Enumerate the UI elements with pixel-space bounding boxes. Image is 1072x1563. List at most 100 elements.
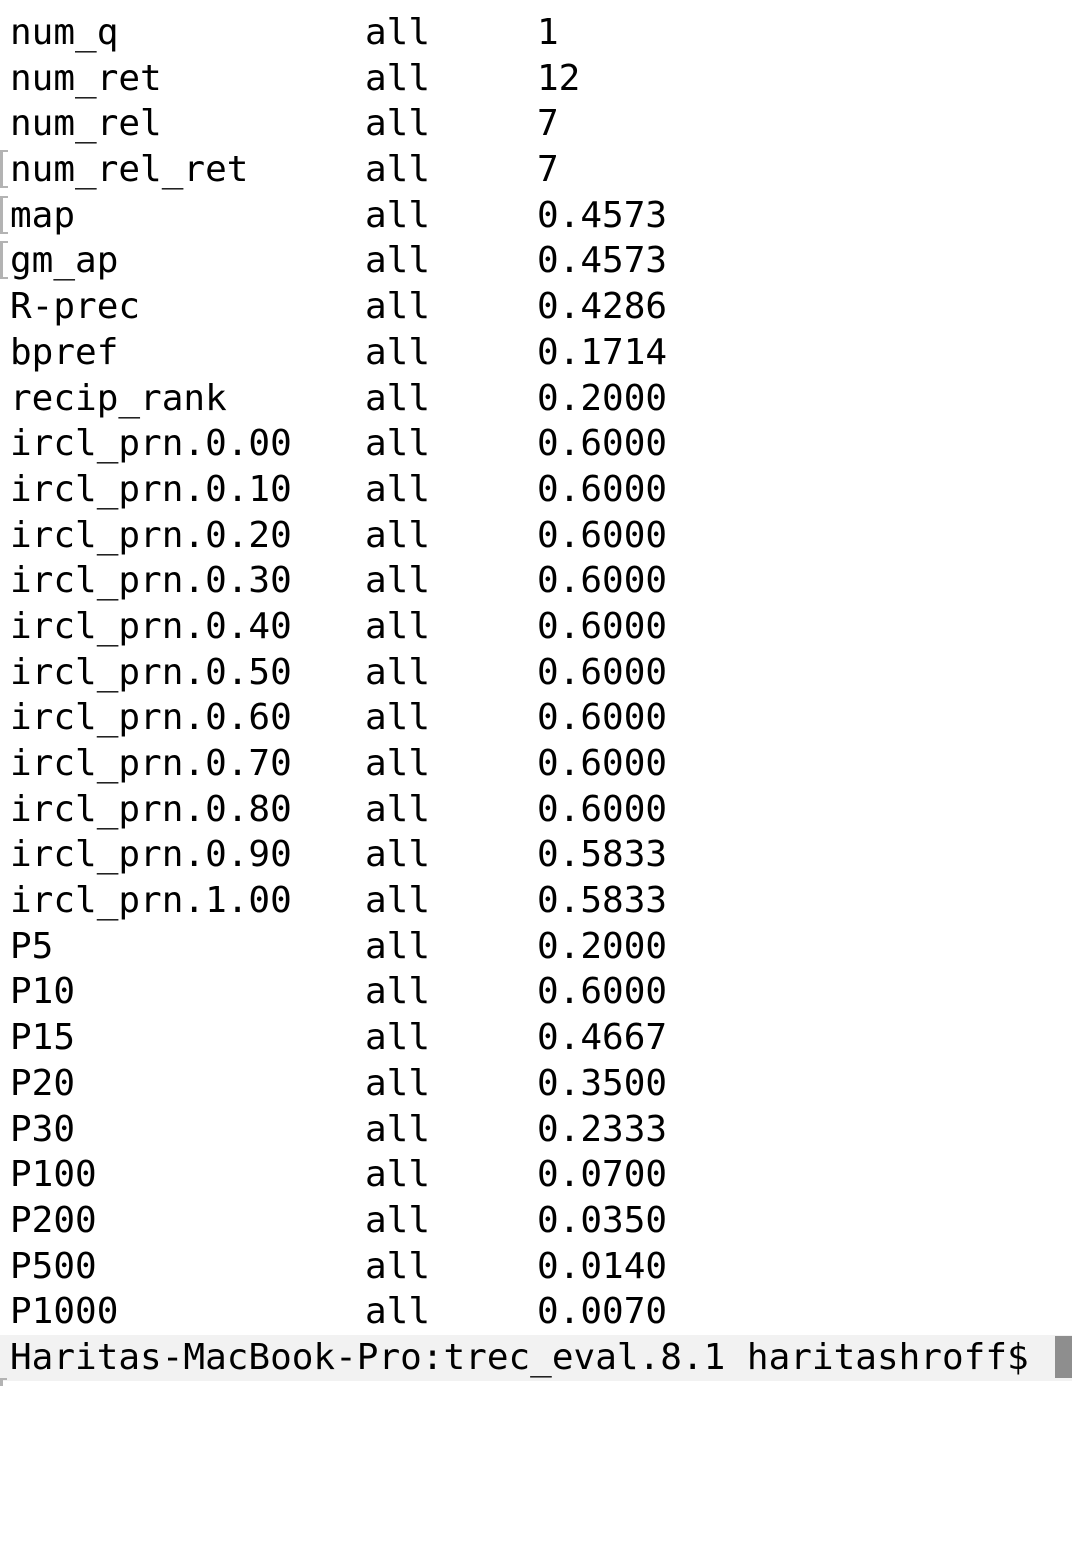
metric-value: 0.6000 (537, 651, 668, 693)
metric-name: P500 (10, 1245, 97, 1287)
metric-value: 0.6000 (537, 697, 668, 739)
metric-name: recip_rank (10, 377, 227, 419)
metric-row: ircl_prn.1.00 all 0.5833 (0, 878, 1072, 924)
metric-scope: all (365, 103, 431, 145)
metric-row: R-prec all 0.4286 (0, 284, 1072, 330)
metric-name: P5 (10, 925, 54, 967)
metric-row: P5 all 0.2000 (0, 924, 1072, 970)
metric-name: P100 (10, 1154, 97, 1196)
bottom-left-bracket-artifact (0, 1378, 7, 1386)
metric-value: 0.6000 (537, 788, 668, 830)
metric-scope: all (365, 560, 431, 602)
metric-row: ircl_prn.0.50 all 0.6000 (0, 650, 1072, 696)
metric-scope: all (365, 331, 431, 373)
metric-name: ircl_prn.0.70 (10, 743, 292, 784)
metric-name: num_ret (10, 57, 162, 99)
metric-scope: all (365, 925, 431, 967)
metric-scope: all (365, 605, 431, 647)
metric-name: num_rel_ret (10, 149, 249, 191)
metric-value: 0.2000 (537, 925, 668, 967)
metric-name: P10 (10, 971, 76, 1013)
metric-row: gm_ap all 0.4573 (0, 238, 1072, 284)
metric-scope: all (365, 1199, 431, 1241)
metric-name: ircl_prn.0.50 (10, 651, 292, 693)
metric-scope: all (365, 1291, 431, 1333)
metric-row: recip_rank all 0.2000 (0, 376, 1072, 422)
metric-scope: all (365, 651, 431, 693)
metric-scope: all (365, 194, 431, 236)
metric-scope: all (365, 468, 431, 510)
metric-value: 0.6000 (537, 560, 668, 602)
metric-name: P30 (10, 1108, 76, 1150)
metric-value: 0.2000 (537, 377, 668, 419)
metric-value: 0.6000 (537, 971, 668, 1013)
metric-row: ircl_prn.0.00 all 0.6000 (0, 421, 1072, 467)
metric-row: ircl_prn.0.20 all 0.6000 (0, 513, 1072, 559)
metric-row: num_q all 1 (0, 10, 1072, 56)
metric-name: num_q (10, 12, 119, 53)
metric-name: P15 (10, 1017, 76, 1059)
metric-value: 0.4286 (537, 286, 668, 328)
metric-row: bpref all 0.1714 (0, 330, 1072, 376)
metric-scope: all (365, 423, 431, 465)
left-bracket-artifact (0, 150, 8, 189)
metric-scope: all (365, 1154, 431, 1196)
metric-row: P20 all 0.3500 (0, 1061, 1072, 1107)
metric-name: ircl_prn.0.20 (10, 514, 292, 556)
metric-scope: all (365, 12, 431, 53)
shell-prompt: Haritas-MacBook-Pro:trec_eval.8.1 harita… (10, 1336, 1029, 1378)
metric-scope: all (365, 149, 431, 191)
metric-scope: all (365, 1062, 431, 1104)
metric-scope: all (365, 743, 431, 784)
metric-row: ircl_prn.0.70 all 0.6000 (0, 741, 1072, 787)
metric-value: 0.4667 (537, 1017, 668, 1059)
metric-value: 0.2333 (537, 1108, 668, 1150)
metric-row: P1000 all 0.0070 (0, 1289, 1072, 1335)
metric-name: ircl_prn.0.80 (10, 788, 292, 830)
metric-value: 0.6000 (537, 605, 668, 647)
metric-name: ircl_prn.0.60 (10, 697, 292, 739)
metric-row: num_rel_ret all 7 (0, 147, 1072, 193)
metric-row: ircl_prn.0.30 all 0.6000 (0, 558, 1072, 604)
metric-scope: all (365, 240, 431, 282)
metric-name: num_rel (10, 103, 162, 145)
trec-eval-output: num_q all 1 num_ret all 12 num_rel all 7… (0, 10, 1072, 1335)
metric-value: 0.1714 (537, 331, 668, 373)
metric-row: ircl_prn.0.90 all 0.5833 (0, 832, 1072, 878)
metric-row: P500 all 0.0140 (0, 1244, 1072, 1290)
metric-value: 0.0350 (537, 1199, 668, 1241)
metric-scope: all (365, 57, 431, 99)
metric-name: ircl_prn.0.40 (10, 605, 292, 647)
metric-scope: all (365, 697, 431, 739)
metric-scope: all (365, 880, 431, 922)
terminal-window: num_q all 1 num_ret all 12 num_rel all 7… (0, 10, 1072, 1386)
terminal-cursor[interactable] (1055, 1335, 1072, 1378)
metric-name: ircl_prn.0.30 (10, 560, 292, 602)
metric-row: num_ret all 12 (0, 56, 1072, 102)
metric-value: 0.3500 (537, 1062, 668, 1104)
metric-row: ircl_prn.0.60 all 0.6000 (0, 695, 1072, 741)
metric-name: gm_ap (10, 240, 119, 282)
metric-value: 0.0140 (537, 1245, 668, 1287)
prompt-line[interactable]: Haritas-MacBook-Pro:trec_eval.8.1 harita… (0, 1334, 1072, 1381)
metric-value: 0.6000 (537, 423, 668, 465)
metric-value: 0.4573 (537, 194, 668, 236)
metric-name: ircl_prn.0.90 (10, 834, 292, 876)
metric-value: 12 (537, 57, 581, 99)
metric-scope: all (365, 1245, 431, 1287)
metric-value: 0.5833 (537, 834, 668, 876)
metric-row: map all 0.4573 (0, 193, 1072, 239)
metric-name: R-prec (10, 286, 141, 328)
metric-scope: all (365, 286, 431, 328)
metric-scope: all (365, 788, 431, 830)
metric-name: P200 (10, 1199, 97, 1241)
metric-row: P15 all 0.4667 (0, 1015, 1072, 1061)
metric-scope: all (365, 377, 431, 419)
metric-value: 7 (537, 149, 559, 191)
metric-name: bpref (10, 331, 119, 373)
metric-value: 0.6000 (537, 514, 668, 556)
metric-row: ircl_prn.0.10 all 0.6000 (0, 467, 1072, 513)
metric-scope: all (365, 834, 431, 876)
metric-scope: all (365, 514, 431, 556)
left-bracket-artifact (0, 195, 8, 234)
